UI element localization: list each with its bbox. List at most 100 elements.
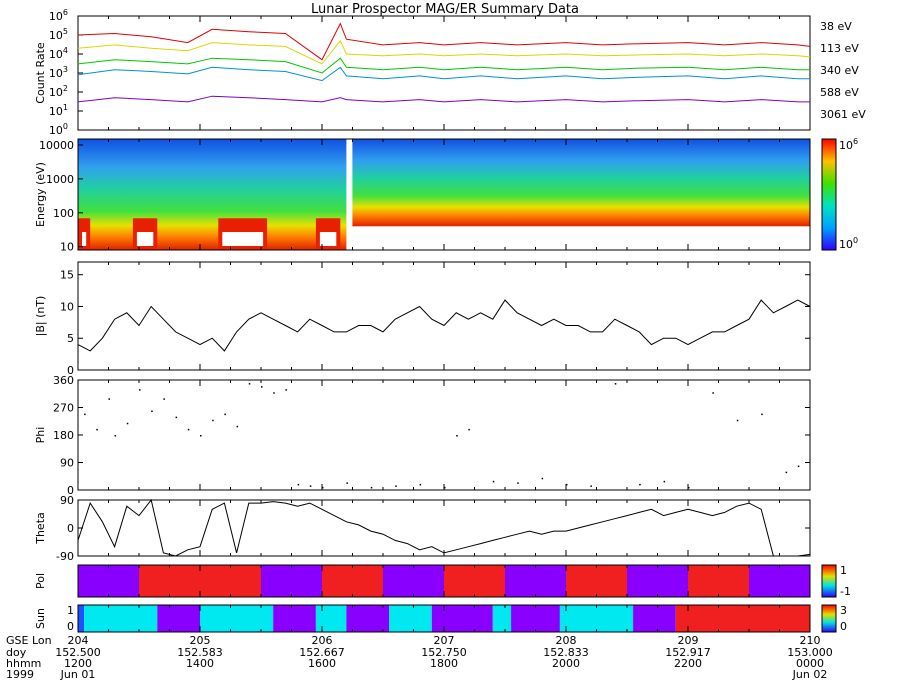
pol-segment bbox=[749, 565, 810, 597]
spectrogram-image bbox=[352, 139, 810, 227]
phi-point bbox=[297, 483, 300, 486]
xaxis-row-label: hhmm bbox=[6, 657, 41, 670]
bmag-ytick: 15 bbox=[60, 269, 74, 282]
count-rate-ytick-exponent: 3 bbox=[63, 65, 68, 74]
xaxis-tick-lon: 210 bbox=[800, 634, 821, 647]
phi-point bbox=[468, 428, 470, 431]
xaxis-row-label: 1999 bbox=[6, 668, 34, 681]
xaxis-tick-doy: 152.750 bbox=[421, 646, 467, 659]
spectrogram-image bbox=[78, 139, 347, 250]
sun-ytick: 1 bbox=[67, 604, 74, 617]
pol-ylabel: Pol bbox=[34, 573, 47, 589]
bmag-ytick: 5 bbox=[67, 332, 74, 345]
phi-point bbox=[663, 480, 666, 483]
phi-point bbox=[517, 482, 519, 484]
xaxis-tick-doy: 152.583 bbox=[177, 646, 223, 659]
count-rate-ytick-exponent: 0 bbox=[63, 122, 68, 131]
phi-ylabel: Phi bbox=[34, 427, 47, 444]
xaxis-row-label: GSE Lon bbox=[6, 634, 52, 647]
phi-point bbox=[541, 477, 544, 480]
xaxis-row-label: doy bbox=[6, 646, 27, 659]
count-rate-ytick: 105 bbox=[49, 27, 68, 42]
sun-segment bbox=[346, 605, 390, 632]
xaxis-tick-lon: 206 bbox=[312, 634, 333, 647]
phi-point bbox=[322, 486, 324, 489]
pol-segment bbox=[78, 565, 139, 597]
sun-segment bbox=[315, 605, 347, 632]
phi-point bbox=[84, 413, 86, 416]
xaxis-tick-doy: 152.667 bbox=[299, 646, 345, 659]
energy-colorbar-exponent: 6 bbox=[853, 137, 858, 146]
phi-point bbox=[248, 383, 251, 385]
count-rate-ytick: 103 bbox=[49, 65, 68, 80]
phi-point bbox=[187, 428, 190, 431]
theta-ylabel: Theta bbox=[34, 512, 47, 545]
count-rate-legend-label: 38 eV bbox=[820, 20, 852, 33]
phi-point bbox=[639, 483, 641, 486]
count-rate-series-line bbox=[77, 39, 811, 65]
phi-point bbox=[590, 485, 592, 487]
sun-segment bbox=[157, 605, 200, 632]
xaxis-tick-doy: 152.917 bbox=[665, 646, 711, 659]
xaxis-tick-doy: 152.500 bbox=[55, 646, 101, 659]
bmag-ytick: 0 bbox=[67, 364, 74, 377]
count-rate-frame bbox=[77, 15, 811, 131]
count-rate-ytick-exponent: 1 bbox=[63, 103, 68, 112]
sun-segment bbox=[389, 605, 432, 632]
count-rate-ytick: 106 bbox=[49, 8, 68, 23]
phi-point bbox=[261, 386, 263, 388]
phi-ytick: 0 bbox=[67, 484, 74, 497]
count-rate-ytick-exponent: 5 bbox=[63, 27, 68, 36]
pol-colorbar-min-label: -1 bbox=[840, 585, 851, 598]
count-rate-ytick: 100 bbox=[49, 122, 68, 137]
phi-point bbox=[785, 471, 788, 474]
theta-frame bbox=[77, 499, 811, 557]
phi-point bbox=[224, 413, 226, 416]
spectrogram-image bbox=[222, 232, 264, 246]
xaxis-tick-lon: 205 bbox=[190, 634, 211, 647]
phi-ytick: 90 bbox=[60, 457, 74, 470]
bmag-ytick: 10 bbox=[60, 300, 74, 313]
phi-point bbox=[419, 483, 422, 486]
count-rate-ytick: 101 bbox=[49, 103, 68, 118]
phi-point bbox=[456, 435, 458, 437]
sun-segment bbox=[511, 605, 560, 632]
phi-point bbox=[309, 485, 312, 487]
energy-colorbar-exponent: 0 bbox=[853, 236, 858, 245]
xaxis-tick-doy: 152.833 bbox=[543, 646, 589, 659]
sun-ytick: 0 bbox=[67, 620, 74, 633]
chart-title: Lunar Prospector MAG/ER Summary Data bbox=[311, 2, 579, 17]
phi-point bbox=[212, 419, 214, 422]
phi-point bbox=[236, 425, 239, 428]
phi-point bbox=[273, 392, 275, 394]
xaxis-tick-lon: 207 bbox=[434, 634, 455, 647]
phi-point bbox=[163, 398, 165, 400]
phi-point bbox=[370, 486, 373, 489]
count-rate-ytick-exponent: 6 bbox=[63, 8, 68, 17]
count-rate-series-line bbox=[77, 22, 811, 61]
phi-point bbox=[139, 389, 141, 391]
phi-point bbox=[736, 419, 739, 422]
phi-point bbox=[566, 483, 568, 486]
bmag-frame bbox=[77, 261, 811, 371]
phi-point bbox=[492, 480, 495, 483]
xaxis-tick-hhmm: 1400 bbox=[186, 657, 214, 670]
count-rate-legend-label: 3061 eV bbox=[820, 108, 866, 121]
sun-segment bbox=[78, 605, 85, 632]
xaxis-tick-hhmm: 1800 bbox=[430, 657, 458, 670]
pol-segment bbox=[322, 565, 383, 597]
xaxis-tick-hhmm: 1200 bbox=[64, 657, 92, 670]
bmag-series-line bbox=[77, 299, 811, 352]
sun-colorbar bbox=[821, 604, 837, 633]
pol-segment bbox=[566, 565, 627, 597]
phi-point bbox=[688, 486, 690, 489]
count-rate-legend-label: 113 eV bbox=[820, 42, 859, 55]
xaxis-tick-date: Jun 02 bbox=[792, 668, 828, 681]
phi-point bbox=[151, 410, 153, 413]
xaxis-tick-lon: 204 bbox=[68, 634, 89, 647]
phi-ytick: 270 bbox=[53, 402, 74, 415]
sun-ylabel: Sun bbox=[34, 608, 47, 629]
bmag-ylabel: |B| (nT) bbox=[34, 296, 47, 337]
count-rate-series-line bbox=[77, 95, 810, 103]
